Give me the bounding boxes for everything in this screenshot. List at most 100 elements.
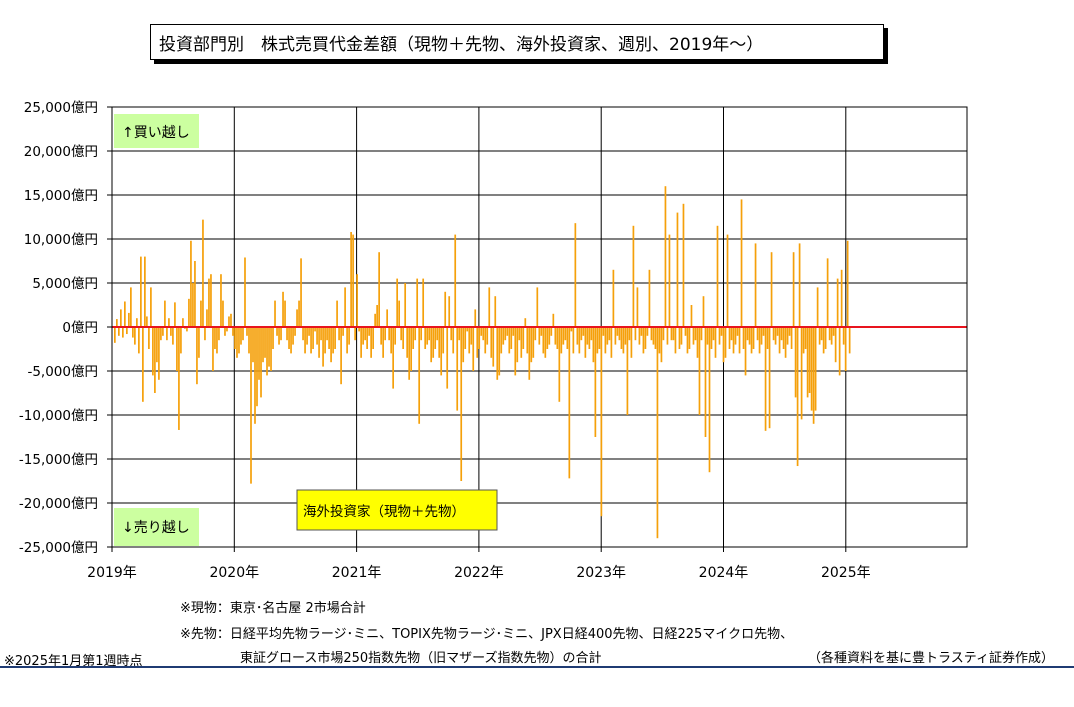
- y-tick-label: 10,000億円: [24, 232, 98, 248]
- bar: [652, 327, 655, 345]
- bar: [360, 327, 362, 358]
- bar: [826, 258, 829, 327]
- bar: [814, 327, 817, 411]
- bar: [304, 327, 306, 354]
- bar: [582, 327, 585, 336]
- bar: [548, 327, 551, 345]
- bar: [422, 278, 425, 327]
- bar: [288, 327, 290, 349]
- x-tick-label: 2022年: [454, 565, 504, 581]
- bar: [388, 327, 390, 341]
- bar: [638, 327, 641, 345]
- bar: [246, 327, 248, 336]
- bar: [328, 327, 330, 349]
- bar: [506, 327, 509, 336]
- bar: [724, 327, 727, 358]
- bar: [228, 316, 230, 327]
- bar: [534, 327, 537, 341]
- bar: [468, 327, 471, 354]
- bar: [176, 327, 178, 371]
- bar: [380, 327, 382, 345]
- bar: [420, 327, 423, 341]
- bar: [172, 327, 174, 345]
- bar: [294, 327, 296, 336]
- bar: [544, 327, 547, 358]
- bar: [262, 327, 264, 363]
- bar: [520, 327, 523, 358]
- bar: [444, 291, 447, 327]
- bar: [448, 296, 451, 327]
- bar: [632, 225, 635, 327]
- bar: [834, 327, 837, 363]
- bar: [276, 327, 278, 336]
- note-sakimono-2: 東証グロース市場250指数先物（旧マザーズ指数先物）の合計: [240, 651, 602, 666]
- y-tick-label: 20,000億円: [24, 144, 98, 160]
- bar: [674, 327, 677, 354]
- bar: [290, 327, 292, 354]
- bar: [518, 327, 521, 341]
- bar: [130, 287, 132, 327]
- bar: [768, 327, 771, 429]
- bar: [730, 327, 733, 341]
- bar: [748, 327, 751, 345]
- bar: [566, 327, 569, 349]
- bar: [612, 269, 615, 327]
- bar: [490, 327, 493, 358]
- bar: [798, 243, 801, 327]
- bar: [272, 327, 274, 349]
- bar: [230, 313, 232, 327]
- bar: [346, 327, 348, 354]
- bar: [470, 327, 473, 345]
- bar: [342, 327, 344, 336]
- y-tick-label: -15,000億円: [19, 452, 98, 468]
- bar: [160, 327, 162, 341]
- bar: [424, 327, 427, 349]
- bar: [162, 327, 164, 336]
- legend-label: 海外投資家（現物＋先物）: [303, 503, 465, 520]
- bar: [536, 287, 539, 327]
- bar: [334, 327, 336, 349]
- bar: [714, 327, 717, 358]
- bar: [840, 269, 843, 327]
- bar: [732, 327, 735, 354]
- bar: [378, 252, 380, 327]
- bar: [502, 327, 505, 345]
- bar: [482, 327, 485, 341]
- bar: [270, 327, 272, 371]
- bar: [122, 327, 124, 338]
- bar: [810, 327, 813, 411]
- bar: [648, 269, 651, 327]
- bar: [202, 219, 204, 327]
- bar: [568, 327, 571, 479]
- bar: [660, 327, 663, 363]
- bar: [216, 327, 218, 354]
- bar: [694, 327, 697, 341]
- bar: [830, 327, 833, 345]
- y-tick-label: -25,000億円: [19, 540, 98, 556]
- bar: [822, 327, 825, 354]
- bar: [698, 327, 701, 415]
- bar: [700, 327, 703, 341]
- bar: [728, 327, 731, 349]
- bar: [392, 327, 394, 389]
- bar: [554, 327, 557, 345]
- bar: [278, 327, 280, 345]
- x-tick-label: 2023年: [576, 565, 626, 581]
- note-as-of: ※2025年1月第1週時点: [4, 654, 143, 669]
- bar: [190, 240, 192, 327]
- note-sakimono-1: ※先物：日経平均先物ラージ･ミニ、TOPIX先物ラージ･ミニ、JPX日経400先…: [180, 627, 794, 642]
- bar: [310, 327, 312, 354]
- bar: [464, 327, 467, 349]
- bar: [442, 327, 445, 354]
- bar: [542, 327, 545, 354]
- bar: [802, 327, 805, 354]
- bar: [686, 327, 689, 354]
- bar: [762, 327, 765, 336]
- bar: [550, 327, 553, 336]
- bar: [780, 327, 783, 341]
- bar: [370, 327, 372, 358]
- bar: [508, 327, 511, 354]
- bar: [312, 327, 314, 349]
- bar: [636, 287, 639, 327]
- bar: [796, 327, 799, 467]
